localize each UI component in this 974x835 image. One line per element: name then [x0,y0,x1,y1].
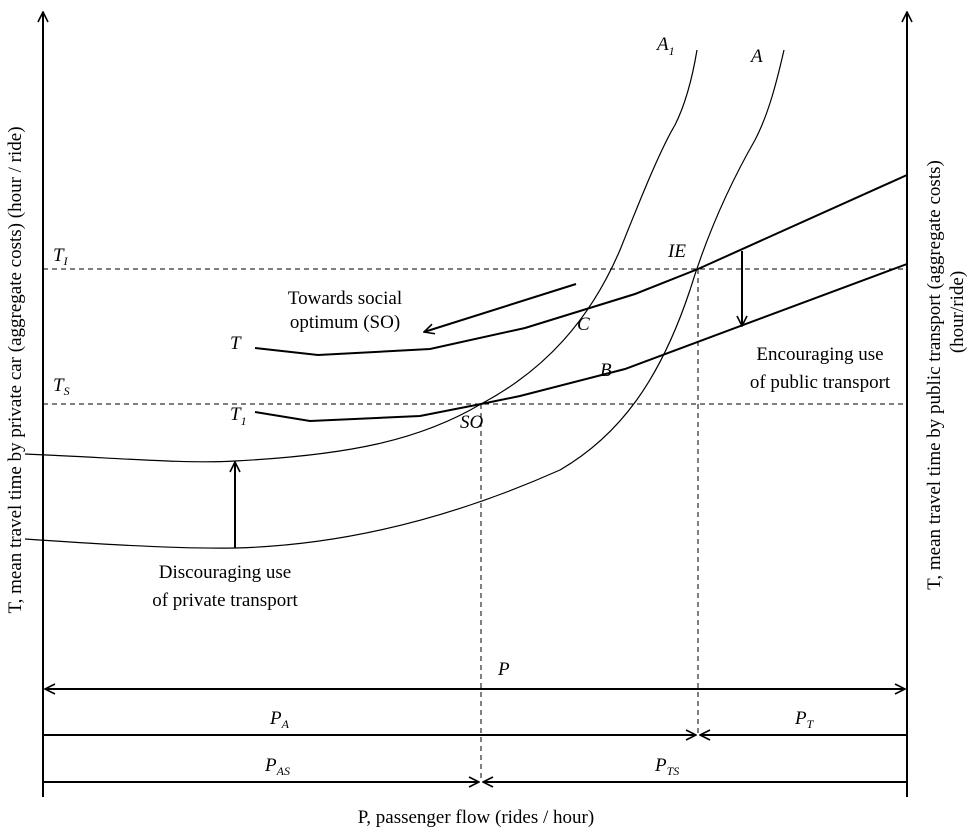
y-axis-left-title: T, mean travel time by private car (aggr… [5,126,26,613]
curve-a1-label: A1 [655,34,675,58]
x-axis-title: P, passenger flow (rides / hour) [358,807,594,828]
curve-t-label: T [230,333,242,354]
curve-t1 [254,263,908,423]
point-c-label: C [577,314,590,335]
discouraging-text-line1: Discouraging use [159,562,291,583]
bracket-pa-label: PA [269,708,290,731]
point-so-label: SO [460,412,484,433]
curve-a [24,49,785,549]
towards-so-arrow [424,283,577,332]
bracket-p-label: P [497,659,510,680]
bracket-pas-label: PAS [264,755,290,778]
bracket-pts-label: PTS [654,755,679,778]
curve-a-label: A [749,46,763,67]
bracket-pt-label: PT [794,708,815,731]
curve-a1 [24,49,698,463]
discouraging-text-line2: of private transport [152,590,298,611]
towards-so-text-line2: optimum (SO) [290,312,400,333]
point-b-label: B [600,360,612,381]
level-ts-label: TS [53,375,70,398]
level-ti-label: TI [53,245,69,268]
y-axis-right-title-line1: T, mean travel time by public transport … [924,160,945,590]
curve-t1-label: T1 [230,404,247,428]
point-ie-label: IE [667,241,686,262]
encouraging-text-line2: of public transport [750,372,891,393]
y-axis-right-title-line2: (hour/ride) [947,271,968,353]
towards-so-text-line1: Towards social [288,288,402,309]
encouraging-text-line1: Encouraging use [756,344,883,365]
curve-t [254,174,908,357]
